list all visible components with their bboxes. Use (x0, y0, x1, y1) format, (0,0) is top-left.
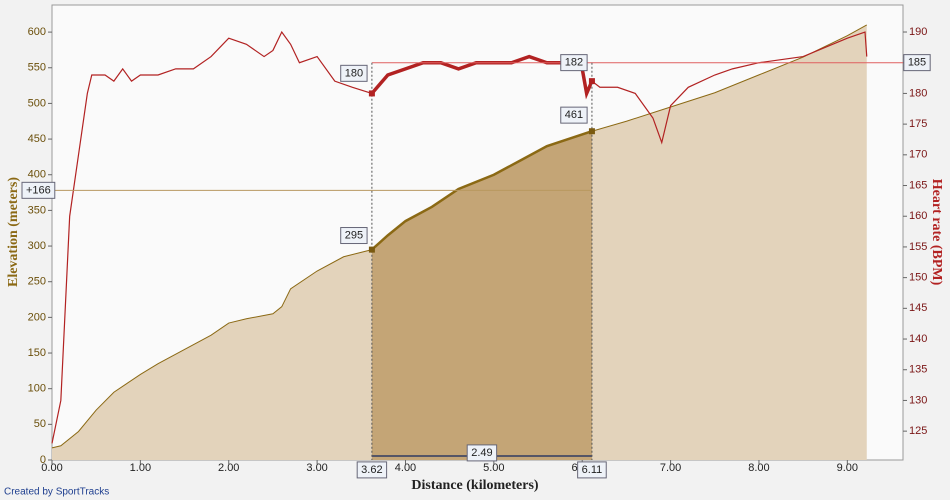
y2-tick-label: 180 (909, 87, 927, 99)
annotation-box (340, 64, 368, 82)
x-tick-label: 3.00 (306, 462, 327, 474)
y2-tick-label: 165 (909, 179, 927, 191)
y2-tick-label: 135 (909, 364, 927, 376)
marker (368, 90, 375, 97)
y2-tick-label: 175 (909, 118, 927, 130)
annotation-label: +166 (26, 184, 51, 196)
marker (588, 128, 595, 135)
selected-area (371, 131, 592, 460)
annotation-label: 2.49 (471, 447, 492, 459)
y-tick-label: 350 (28, 204, 46, 216)
annotation: 6.11 (577, 461, 607, 479)
y-tick-label: 50 (34, 418, 46, 430)
x-tick-label: 5.00 (483, 462, 504, 474)
y2-tick-label: 190 (909, 26, 927, 38)
annotation-label: 461 (565, 109, 583, 121)
annotation-box (903, 54, 931, 72)
annotation-label: 3.62 (361, 464, 382, 476)
y2-tick-label: 130 (909, 394, 927, 406)
y-tick-label: 0 (40, 454, 46, 466)
annotation-label: 6.11 (582, 464, 603, 476)
y2-tick-label: 145 (909, 302, 927, 314)
elevation-line (51, 24, 868, 449)
annotation: 2.49 (466, 444, 498, 462)
annotation: 295 (340, 227, 368, 245)
y2-axis-label: Heart rate (BPM) (929, 179, 944, 286)
x-tick-label: 0.00 (41, 462, 62, 474)
annotation-box (340, 227, 368, 245)
x-tick-label: 4.00 (395, 462, 416, 474)
annotation-label: 185 (908, 57, 926, 69)
annotation-box (466, 444, 498, 462)
annotation: 3.62 (356, 461, 388, 479)
footer: Created by SportTracks (4, 487, 109, 498)
y-tick-label: 250 (28, 276, 46, 288)
annotation: 461 (560, 106, 588, 124)
heart-rate-line-selected (371, 54, 592, 100)
annotation-label: 182 (565, 57, 583, 69)
x-tick-label: 2.00 (218, 462, 239, 474)
annotation: 182 (560, 54, 588, 72)
y2-tick-label: 155 (909, 241, 927, 253)
y2-tick-label: 150 (909, 272, 927, 284)
annotation: 185 (903, 54, 931, 72)
x-tick-label: 9.00 (837, 462, 858, 474)
annotation-box (560, 54, 588, 72)
annotation-box (577, 461, 607, 479)
y2-tick-label: 140 (909, 333, 927, 345)
y2-tick-label: 160 (909, 210, 927, 222)
y-tick-label: 150 (28, 347, 46, 359)
y-tick-label: 300 (28, 240, 46, 252)
annotation: 180 (340, 64, 368, 82)
x-axis-label: Distance (kilometers) (411, 478, 538, 493)
y-tick-label: 200 (28, 311, 46, 323)
annotation-box (560, 106, 588, 124)
marker (368, 246, 375, 253)
annotation-label: 180 (345, 67, 363, 79)
annotation-box (21, 181, 56, 199)
x-tick-label: 1.00 (130, 462, 151, 474)
y-tick-label: 100 (28, 383, 46, 395)
y-axis-label: Elevation (meters) (6, 177, 21, 287)
y2-tick-label: 125 (909, 425, 927, 437)
marker (588, 78, 595, 85)
y-tick-label: 550 (28, 62, 46, 74)
annotation-box (356, 461, 388, 479)
x-tick-label: 7.00 (660, 462, 681, 474)
y2-tick-label: 170 (909, 149, 927, 161)
annotation-label: 295 (345, 230, 363, 242)
y-tick-label: 500 (28, 97, 46, 109)
y-tick-label: 400 (28, 169, 46, 181)
y-tick-label: 600 (28, 26, 46, 38)
x-tick-label: 8.00 (748, 462, 769, 474)
annotation: +166 (21, 181, 56, 199)
y-tick-label: 450 (28, 133, 46, 145)
